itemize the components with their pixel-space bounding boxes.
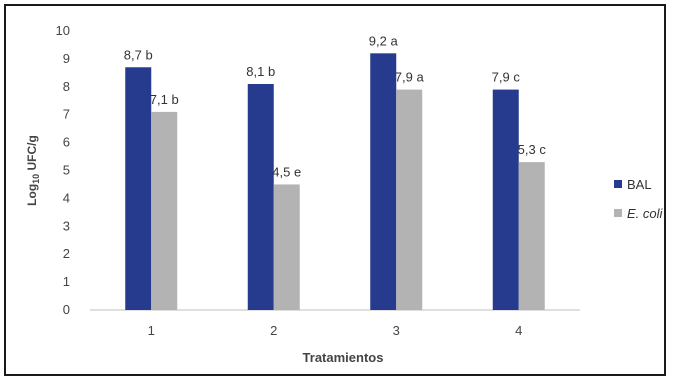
bar-chart: 0 1 2 3 4 5 6 7 8 9 10 Log10 UFC/g 8,7 b 7,1 b 1 8,1 b 4…	[25, 23, 664, 365]
bar-bal	[125, 67, 152, 310]
data-label: 5,3 c	[518, 142, 547, 157]
y-tick-label: 3	[63, 218, 70, 233]
bar-ecoli	[518, 162, 545, 310]
bar-bal	[370, 53, 397, 310]
chart-frame: 0 1 2 3 4 5 6 7 8 9 10 Log10 UFC/g 8,7 b 7,1 b 1 8,1 b 4…	[4, 4, 666, 376]
y-tick-label: 0	[63, 302, 70, 317]
x-tick-label: 3	[393, 323, 400, 338]
data-label: 9,2 a	[369, 33, 399, 48]
x-tick-label: 2	[270, 323, 277, 338]
y-tick-label: 6	[63, 135, 70, 150]
legend-label: E. coli	[627, 206, 664, 221]
y-axis-title: Log10 UFC/g	[25, 135, 41, 206]
data-label: 8,1 b	[246, 64, 275, 79]
legend-label: BAL	[627, 177, 652, 192]
y-tick-label: 2	[63, 246, 70, 261]
data-label: 7,1 b	[150, 92, 179, 107]
x-tick-label: 4	[515, 323, 522, 338]
x-tick-label: 1	[148, 323, 155, 338]
y-tick-label: 10	[56, 23, 70, 38]
y-tick-label: 7	[63, 107, 70, 122]
bar-ecoli	[151, 111, 178, 310]
data-label: 7,9 a	[395, 70, 425, 85]
legend-swatch	[614, 180, 622, 188]
data-label: 4,5 e	[272, 164, 301, 179]
y-tick-label: 4	[63, 190, 70, 205]
y-tick-label: 5	[63, 163, 70, 178]
data-label: 8,7 b	[124, 47, 153, 62]
bar-bal	[492, 89, 519, 310]
y-tick-label: 8	[63, 79, 70, 94]
bar-bal	[247, 84, 274, 310]
bar-ecoli	[396, 89, 423, 310]
legend-swatch	[614, 209, 622, 217]
y-tick-label: 9	[63, 51, 70, 66]
data-label: 7,9 c	[492, 70, 521, 85]
x-axis-title: Tratamientos	[303, 350, 384, 365]
y-tick-label: 1	[63, 274, 70, 289]
bar-ecoli	[273, 184, 300, 310]
